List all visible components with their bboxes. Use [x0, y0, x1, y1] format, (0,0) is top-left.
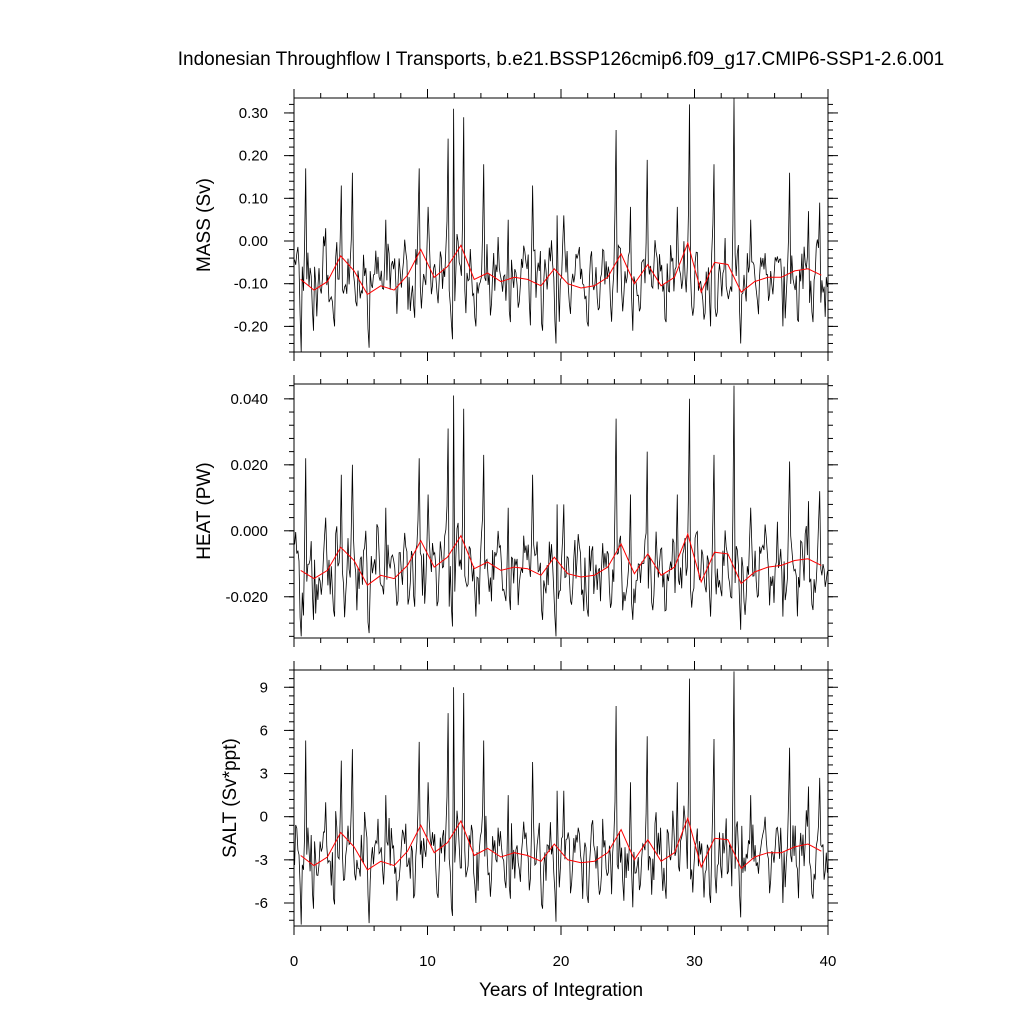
x-tick-labels: 0 10 20 30 40 [290, 953, 837, 970]
y-tick-label: -0.10 [234, 276, 268, 293]
monthly-series-line [294, 671, 828, 925]
panel-salt: 9 6 3 0 -3 -6 SALT (Sv*ppt) [220, 661, 838, 935]
panel-frame [293, 383, 829, 639]
monthly-series-line [294, 98, 828, 352]
y-tick-label: -6 [255, 895, 268, 912]
y-tick-label: 0.20 [239, 148, 268, 165]
x-tick-label: 40 [820, 953, 837, 970]
y-tick-label: -0.20 [234, 318, 268, 335]
y-tick-label: 6 [260, 722, 268, 739]
y-axis-label: SALT (Sv*ppt) [220, 738, 241, 858]
monthly-series-line [294, 385, 828, 637]
annual-mean-series-line [300, 241, 822, 296]
x-tick-label: 0 [290, 953, 298, 970]
panel-heat: 0.040 0.020 0.000 -0.020 HEAT (PW) [194, 375, 838, 647]
annual-mean-series-line [300, 816, 822, 871]
annual-mean-series-line [300, 532, 822, 586]
y-tick-label: 0.040 [230, 391, 268, 408]
y-tick-label: 3 [260, 766, 268, 783]
panel-frame [293, 97, 829, 353]
panel-frame [293, 669, 829, 927]
x-tick-label: 10 [419, 953, 436, 970]
chart-title: Indonesian Throughflow I Transports, b.e… [178, 49, 944, 70]
x-tick-label: 20 [553, 953, 570, 970]
y-tick-label: 0 [260, 809, 268, 826]
y-tick-label: 0.000 [230, 523, 268, 540]
y-tick-label: 0.30 [239, 105, 268, 122]
y-tick-label: 0.00 [239, 233, 268, 250]
y-tick-label: 0.020 [230, 457, 268, 474]
y-tick-label: 9 [260, 679, 268, 696]
y-tick-label: -3 [255, 852, 268, 869]
y-axis-label: HEAT (PW) [194, 462, 215, 559]
x-axis-label: Years of Integration [479, 980, 643, 1001]
x-tick-label: 30 [686, 953, 703, 970]
panel-mass: 0.30 0.20 0.10 0.00 -0.10 -0.20 MASS (Sv) [194, 89, 838, 361]
y-tick-label: -0.020 [225, 589, 268, 606]
y-tick-label: 0.10 [239, 190, 268, 207]
y-axis-label: MASS (Sv) [194, 178, 215, 272]
